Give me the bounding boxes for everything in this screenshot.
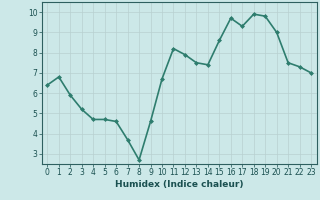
- X-axis label: Humidex (Indice chaleur): Humidex (Indice chaleur): [115, 180, 244, 189]
